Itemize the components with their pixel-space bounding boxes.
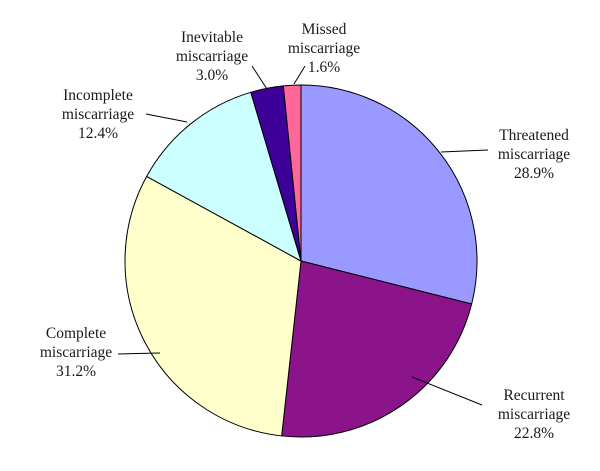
pie-slice-complete [124,175,302,437]
leader-line-recurrent [411,376,483,406]
slice-label-complete: Complete miscarriage 31.2% [40,325,112,380]
leader-line-missed [293,65,306,85]
pie-slice-incomplete [146,91,302,263]
slice-name-line: miscarriage [498,406,570,423]
slice-percent-label: 22.8% [514,425,554,442]
leader-line-inevitable [251,65,268,90]
slice-name-line: miscarriage [62,106,134,123]
leader-line-complete [117,352,161,355]
slice-label-missed: Missed miscarriage 1.6% [288,21,360,76]
slice-percent-label: 12.4% [78,125,118,142]
labels-layer: Threatened miscarriage 28.9% Recurrent misca… [40,21,570,442]
slice-percent-label: 1.6% [308,59,340,76]
slice-percent-label: 3.0% [196,67,228,84]
slice-label-recurrent: Recurrent miscarriage 22.8% [498,387,570,442]
pie-slice-threatened [300,84,478,305]
slice-name-line: miscarriage [498,146,570,163]
pie-slice-recurrent [281,260,473,438]
slice-name-line: Threatened [499,127,569,144]
slice-name-line: miscarriage [40,344,112,361]
slice-label-threatened: Threatened miscarriage 28.9% [498,127,570,182]
slice-name-line: Inevitable [181,29,243,46]
slice-percent-label: 28.9% [514,165,554,182]
slice-name-line: miscarriage [288,40,360,57]
slice-name-line: Complete [46,325,106,342]
leader-line-incomplete [145,113,188,123]
leader-line-threatened [440,149,489,153]
slice-percent-label: 31.2% [56,363,96,380]
slice-label-inevitable: Inevitable miscarriage 3.0% [176,29,248,84]
slice-name-line: miscarriage [176,48,248,65]
slice-name-line: Recurrent [503,387,565,404]
leader-lines-layer [117,65,489,406]
slices-layer [124,84,478,438]
slice-name-line: Incomplete [63,87,133,104]
slice-name-line: Missed [302,21,347,38]
pie-slice-missed [282,84,302,262]
slice-label-incomplete: Incomplete miscarriage 12.4% [62,87,134,142]
